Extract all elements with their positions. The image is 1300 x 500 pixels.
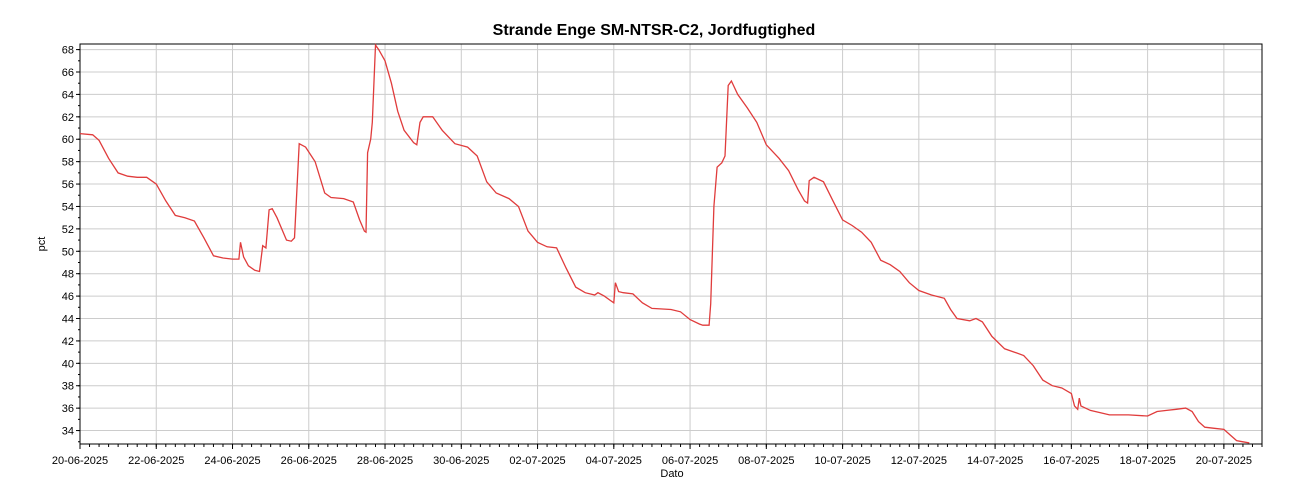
y-tick-label: 58 <box>62 157 74 169</box>
x-tick-label: 12-07-2025 <box>891 455 947 467</box>
x-tick-label: 16-07-2025 <box>1043 455 1099 467</box>
y-tick-label: 50 <box>62 246 74 258</box>
x-tick-label: 14-07-2025 <box>967 455 1023 467</box>
y-tick-label: 42 <box>62 336 74 348</box>
x-tick-label: 20-06-2025 <box>52 455 108 467</box>
y-tick-label: 46 <box>62 291 74 303</box>
y-tick-label: 60 <box>62 134 74 146</box>
x-tick-label: 10-07-2025 <box>814 455 870 467</box>
y-tick-label: 62 <box>62 112 74 124</box>
y-tick-label: 54 <box>62 201 74 213</box>
y-tick-label: 34 <box>62 426 74 438</box>
y-axis-label: pct <box>36 237 48 252</box>
y-tick-label: 48 <box>62 269 74 281</box>
x-tick-label: 26-06-2025 <box>281 455 337 467</box>
x-tick-label: 30-06-2025 <box>433 455 489 467</box>
y-tick-label: 64 <box>62 89 74 101</box>
y-tick-label: 40 <box>62 358 74 370</box>
x-tick-label: 24-06-2025 <box>204 455 260 467</box>
series-line <box>79 43 1250 444</box>
x-tick-label: 20-07-2025 <box>1196 455 1252 467</box>
grid <box>79 44 1262 444</box>
y-tick-label: 44 <box>62 314 74 326</box>
y-tick-label: 38 <box>62 381 74 393</box>
y-tick-label: 36 <box>62 403 74 415</box>
x-axis-label: Dato <box>660 468 683 480</box>
x-tick-label: 22-06-2025 <box>128 455 184 467</box>
x-axis: 20-06-2025 22-06-2025 24-06-2025 26-06-2025… <box>52 444 1252 467</box>
x-tick-label: 02-07-2025 <box>509 455 565 467</box>
x-tick-label: 18-07-2025 <box>1119 455 1175 467</box>
x-tick-label: 08-07-2025 <box>738 455 794 467</box>
chart-title: Strande Enge SM-NTSR-C2, Jordfugtighed <box>493 22 816 39</box>
y-tick-label: 56 <box>62 179 74 191</box>
x-tick-label: 06-07-2025 <box>662 455 718 467</box>
y-tick-label: 66 <box>62 67 74 79</box>
y-tick-label: 52 <box>62 224 74 236</box>
x-axis-minor-ticks <box>78 49 1263 447</box>
x-tick-label: 04-07-2025 <box>586 455 642 467</box>
y-tick-label: 68 <box>62 45 74 57</box>
x-tick-label: 28-06-2025 <box>357 455 413 467</box>
